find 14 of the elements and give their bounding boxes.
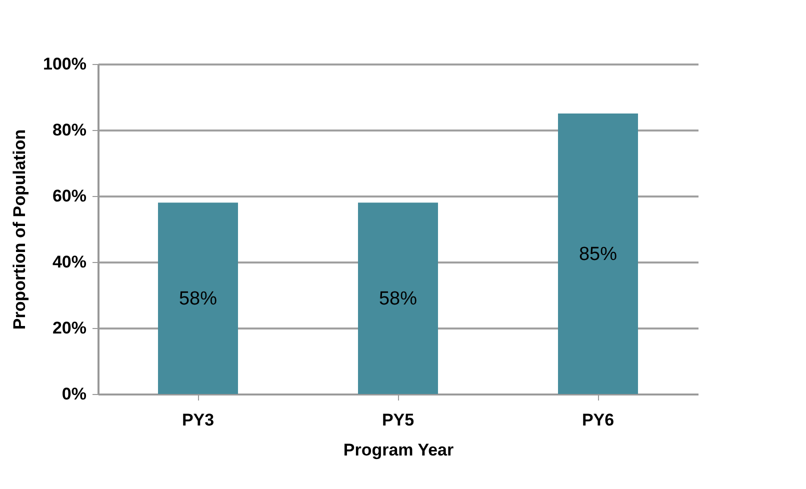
- x-axis-title: Program Year: [343, 440, 454, 460]
- data-label: 58%: [178, 288, 218, 310]
- x-tick-label: PY5: [382, 410, 414, 430]
- y-tick-label: 80%: [52, 120, 86, 140]
- data-label: 85%: [578, 244, 618, 265]
- y-tick-label: 0%: [62, 384, 86, 404]
- y-tick-label: 100%: [43, 54, 86, 74]
- x-tick-label: PY3: [182, 410, 214, 430]
- y-axis-title: Proportion of Population: [10, 129, 30, 330]
- y-tick-label: 40%: [52, 252, 86, 272]
- x-tick-label: PY6: [582, 410, 614, 430]
- y-tick-label: 20%: [52, 318, 86, 338]
- y-tick-label: 60%: [52, 186, 86, 206]
- data-label: 58%: [378, 288, 418, 310]
